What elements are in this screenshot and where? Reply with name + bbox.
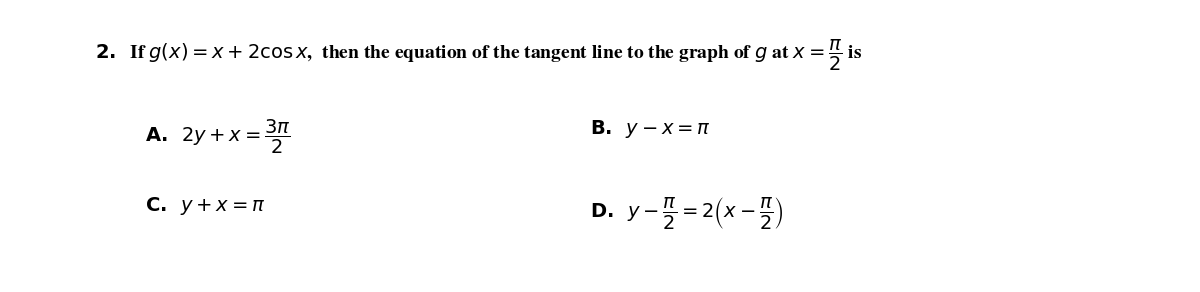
Text: $\mathbf{B.}$  $y - x = \pi$: $\mathbf{B.}$ $y - x = \pi$ <box>590 118 710 140</box>
Text: $\mathbf{D.}$  $y - \dfrac{\pi}{2} = 2\left(x - \dfrac{\pi}{2}\right)$: $\mathbf{D.}$ $y - \dfrac{\pi}{2} = 2\le… <box>590 195 784 231</box>
Text: $\mathbf{A.}$  $2y + x = \dfrac{3\pi}{2}$: $\mathbf{A.}$ $2y + x = \dfrac{3\pi}{2}$ <box>145 118 290 156</box>
Text: $\mathbf{2.}$  If $g(x) = x + 2\cos x$,  then the equation of the tangent line t: $\mathbf{2.}$ If $g(x) = x + 2\cos x$, t… <box>95 38 863 73</box>
Text: $\mathbf{C.}$  $y + x = \pi$: $\mathbf{C.}$ $y + x = \pi$ <box>145 195 265 217</box>
